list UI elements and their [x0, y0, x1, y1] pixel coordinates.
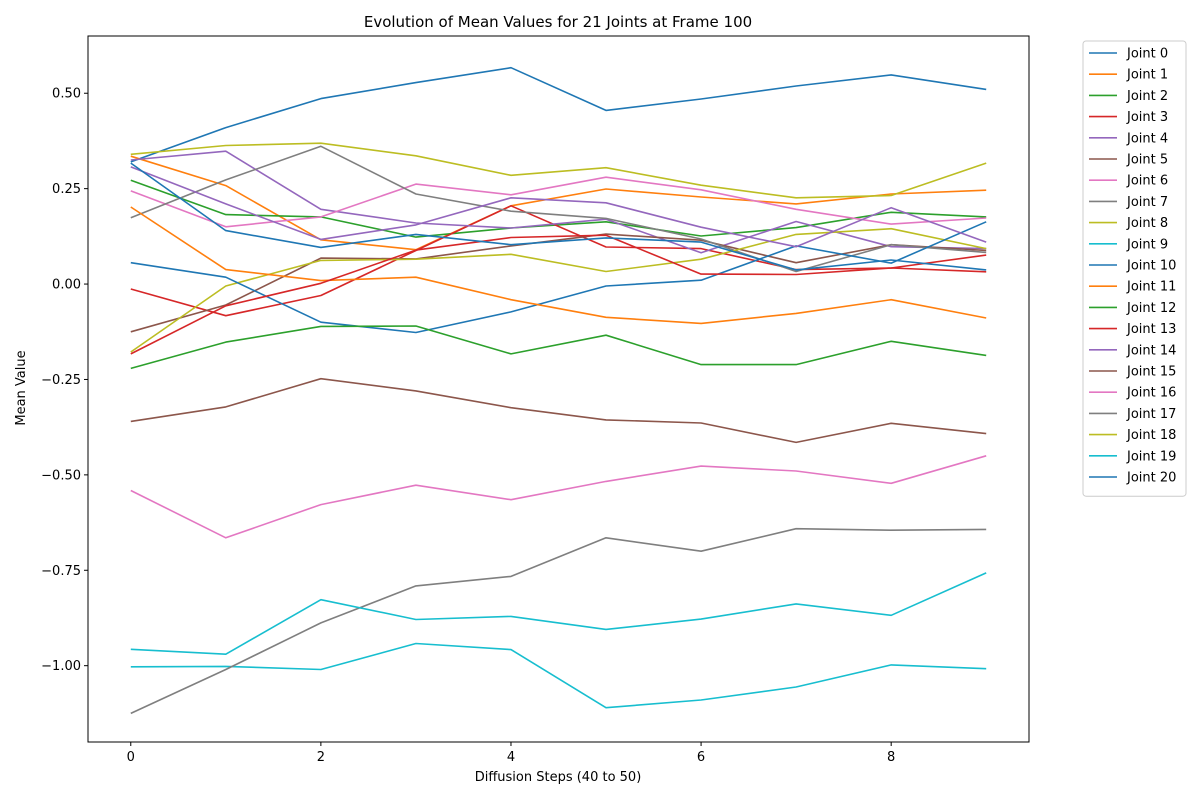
- legend-label-joint-5: Joint 5: [1126, 153, 1168, 168]
- legend-label-joint-12: Joint 12: [1126, 301, 1176, 316]
- series-line-joint-4: [130, 150, 987, 254]
- legend-label-joint-16: Joint 16: [1126, 386, 1176, 401]
- y-axis-title: Mean Value: [14, 350, 29, 425]
- x-axis-title: Diffusion Steps (40 to 50): [475, 770, 642, 785]
- legend-label-joint-9: Joint 9: [1126, 237, 1168, 252]
- legend-label-joint-3: Joint 3: [1126, 110, 1168, 125]
- legend-label-joint-15: Joint 15: [1126, 365, 1176, 380]
- legend-box: [1082, 40, 1187, 497]
- legend-label-joint-4: Joint 4: [1126, 131, 1168, 146]
- legend-label-joint-10: Joint 10: [1126, 259, 1176, 274]
- x-tick-label: 8: [887, 750, 895, 765]
- series-line-joint-20: [130, 162, 987, 271]
- y-tick-label: 0.00: [52, 278, 81, 293]
- legend-label-joint-14: Joint 14: [1126, 343, 1176, 358]
- series-line-joint-18: [130, 142, 987, 199]
- y-tick-label: 0.50: [52, 87, 81, 102]
- series-line-joint-7: [130, 145, 987, 273]
- series-line-joint-10: [130, 221, 987, 334]
- x-tick-label: 0: [127, 750, 135, 765]
- legend-label-joint-13: Joint 13: [1126, 322, 1176, 337]
- series-line-joint-3: [130, 205, 987, 317]
- x-tick-label: 6: [697, 750, 705, 765]
- y-tick-label: −0.75: [41, 564, 81, 579]
- legend-label-joint-20: Joint 20: [1126, 471, 1176, 486]
- series-line-joint-0: [130, 66, 987, 163]
- y-tick-label: −0.50: [41, 468, 81, 483]
- legend-items: Joint 0 Joint 1 Joint 2 Joint 3 Joint 4 Joint…: [1089, 47, 1176, 486]
- legend-label-joint-7: Joint 7: [1126, 195, 1168, 210]
- plot-frame: [87, 35, 1030, 743]
- series-line-joint-15: [130, 377, 987, 444]
- y-axis: 0.50 0.25 0.00 −0.25 −0.50 −0.75 −1.00: [41, 87, 88, 674]
- y-tick-label: −0.25: [41, 373, 81, 388]
- legend-label-joint-1: Joint 1: [1126, 68, 1168, 83]
- series-line-joint-8: [130, 227, 987, 353]
- y-tick-label: 0.25: [52, 182, 81, 197]
- legend-label-joint-18: Joint 18: [1126, 428, 1176, 443]
- legend-label-joint-11: Joint 11: [1126, 280, 1176, 295]
- x-axis: 0 2 4 6 8: [127, 742, 895, 765]
- series-line-joint-9: [130, 642, 987, 709]
- series-line-joint-6: [130, 176, 987, 228]
- legend-label-joint-19: Joint 19: [1126, 449, 1176, 464]
- chart-title: Evolution of Mean Values for 21 Joints a…: [364, 13, 752, 31]
- legend-label-joint-2: Joint 2: [1126, 89, 1168, 104]
- series-line-joint-14: [130, 166, 987, 248]
- plot-lines: [130, 66, 987, 715]
- series-line-joint-2: [130, 179, 987, 238]
- series-line-joint-17: [130, 527, 987, 715]
- series-line-joint-19: [130, 572, 987, 656]
- x-tick-label: 4: [507, 750, 515, 765]
- series-line-joint-16: [130, 455, 987, 539]
- x-tick-label: 2: [317, 750, 325, 765]
- legend-label-joint-0: Joint 0: [1126, 47, 1168, 62]
- series-line-joint-12: [130, 325, 987, 370]
- series-line-joint-13: [130, 234, 987, 355]
- series-line-joint-11: [130, 206, 987, 325]
- legend-label-joint-17: Joint 17: [1126, 407, 1176, 422]
- y-tick-label: −1.00: [41, 659, 81, 674]
- legend: Joint 0 Joint 1 Joint 2 Joint 3 Joint 4 Joint…: [1082, 40, 1187, 497]
- legend-label-joint-6: Joint 6: [1126, 174, 1168, 189]
- legend-label-joint-8: Joint 8: [1126, 216, 1168, 231]
- series-line-joint-1: [130, 155, 987, 251]
- series-line-joint-5: [130, 233, 987, 333]
